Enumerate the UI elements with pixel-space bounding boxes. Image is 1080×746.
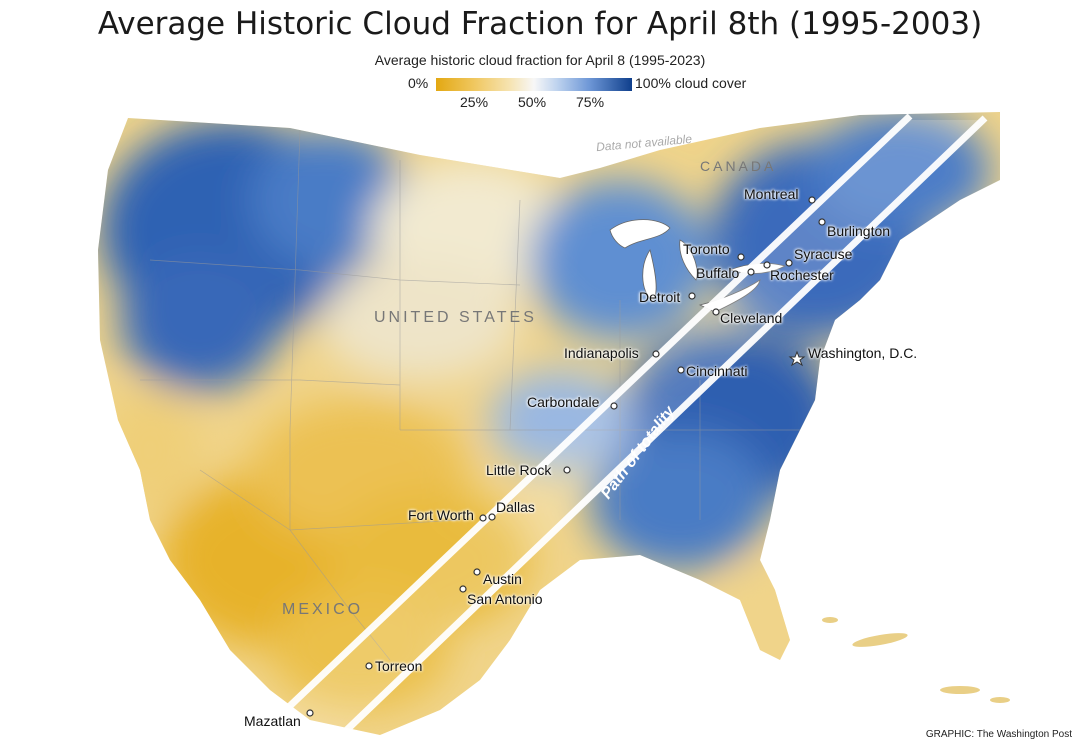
city-syracuse: Syracuse — [794, 246, 853, 262]
city-fort-worth: Fort Worth — [408, 507, 474, 523]
city-cincinnati: Cincinnati — [686, 363, 748, 379]
city-washington-dc: Washington, D.C. — [808, 345, 918, 361]
city-cleveland: Cleveland — [720, 310, 783, 326]
city-burlington: Burlington — [827, 223, 891, 239]
city-san-antonio: San Antonio — [467, 591, 543, 607]
city-indianapolis: Indianapolis — [564, 345, 639, 361]
city-austin: Austin — [483, 571, 522, 587]
chart-title: Average Historic Cloud Fraction for Apri… — [97, 6, 983, 42]
legend-tick-25: 25% — [460, 94, 489, 110]
city-mazatlan: Mazatlan — [244, 713, 301, 729]
city-torreon: Torreon — [375, 658, 423, 674]
legend-tick-75: 75% — [576, 94, 605, 110]
country-label-mexico: MEXICO — [282, 601, 364, 618]
legend-min-label: 0% — [408, 75, 429, 91]
city-montreal: Montreal — [744, 186, 799, 202]
legend-max-label: 100% cloud cover — [635, 75, 747, 91]
legend-color-bar — [436, 78, 632, 91]
city-carbondale: Carbondale — [527, 394, 600, 410]
chart-subtitle: Average historic cloud fraction for Apri… — [374, 52, 706, 68]
city-toronto: Toronto — [683, 241, 730, 257]
city-rochester: Rochester — [770, 267, 834, 283]
legend-tick-50: 50% — [518, 94, 547, 110]
graphic-credit: GRAPHIC: The Washington Post — [925, 729, 1072, 740]
country-label-canada: CANADA — [700, 158, 777, 174]
color-legend: 0% 100% cloud cover 25% 50% 75% — [0, 74, 1080, 114]
city-dallas: Dallas — [496, 499, 535, 515]
city-little-rock: Little Rock — [486, 462, 552, 478]
city-buffalo: Buffalo — [696, 265, 740, 281]
country-label-us: UNITED STATES — [374, 309, 537, 326]
city-detroit: Detroit — [639, 289, 681, 305]
